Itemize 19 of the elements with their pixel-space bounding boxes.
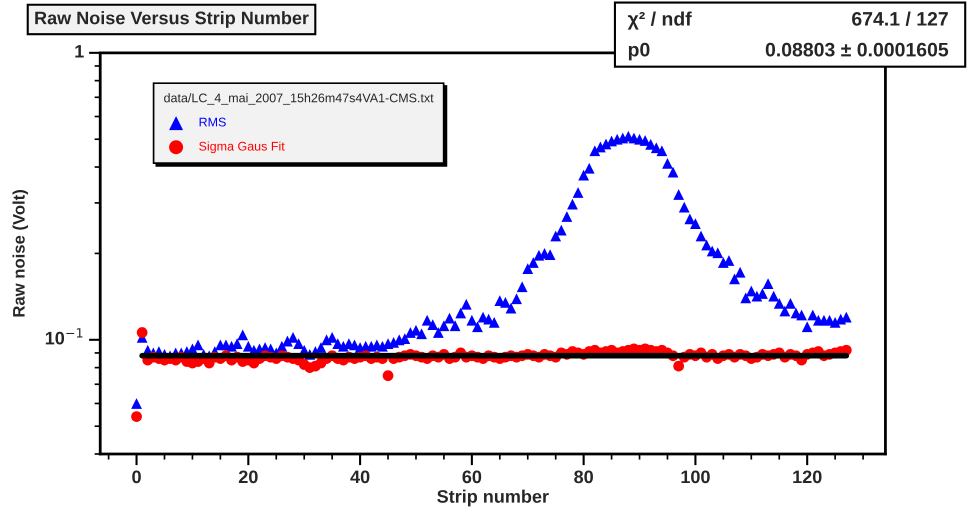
x-tick-label: 60 [462, 470, 482, 484]
legend-title: data/LC_4_mai_2007_15h26m47s4VA1-CMS.txt [164, 93, 434, 105]
x-tick-label: 120 [793, 470, 822, 484]
legend-label: Sigma Gaus Fit [199, 141, 285, 154]
x-tick-label: 20 [238, 470, 258, 484]
x-tick-label: 0 [132, 470, 141, 484]
y-axis-title: Raw noise (Volt) [12, 190, 28, 317]
y-tick-label: 10$^{−1}$ [46, 328, 82, 345]
chart-title: Raw Noise Versus Strip Number [35, 11, 309, 28]
annotation: p0 [628, 42, 650, 60]
x-tick-label: 100 [681, 470, 710, 484]
annotation: 0.08803 ± 0.0001605 [766, 42, 948, 57]
text: 674.1 / 127 [852, 11, 948, 26]
x-axis-title: Strip number [437, 490, 549, 506]
x-tick-label: 40 [350, 470, 370, 484]
text: χ² / ndf [628, 11, 692, 30]
y-tick-label: 1 [75, 45, 84, 58]
x-tick-label: 80 [574, 470, 593, 484]
legend-label: RMS [200, 118, 226, 126]
